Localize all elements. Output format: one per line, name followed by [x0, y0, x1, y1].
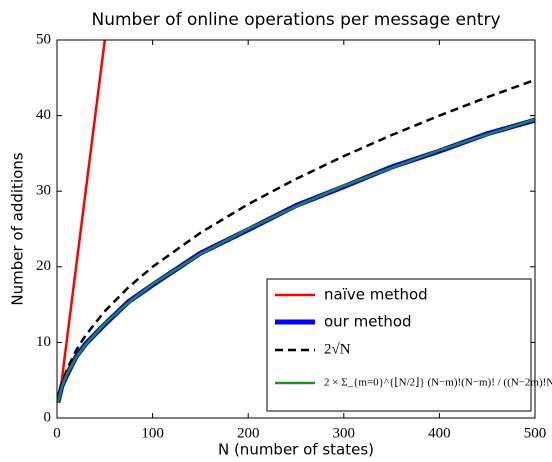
plot-area	[57, 40, 535, 404]
series-line	[57, 118, 535, 404]
legend-label: our method	[324, 313, 412, 331]
legend: naïve method our method 2√N 2 × Σ_{m=0}^{⌊N…	[266, 278, 552, 412]
x-tick-label: 100	[141, 425, 164, 441]
x-axis-label: N (number of states)	[218, 441, 374, 459]
plot-frame	[56, 39, 536, 419]
x-tick-label: 500	[524, 425, 547, 441]
y-tick-label: 10	[36, 334, 51, 350]
y-axis-label: Number of additions	[9, 152, 27, 305]
legend-label: 2√N	[324, 341, 351, 357]
chart-title: Number of online operations per message …	[91, 10, 500, 30]
y-tick-label: 50	[36, 31, 51, 47]
legend-box	[266, 278, 532, 412]
y-tick-label: 0	[44, 409, 52, 425]
legend-label: naïve method	[324, 286, 428, 304]
y-tick-label: 20	[36, 258, 51, 274]
x-tick-label: 200	[237, 425, 260, 441]
x-tick-label: 400	[428, 425, 451, 441]
legend-label: 2 × Σ_{m=0}^{⌊N/2⌋} (N−m)!(N−m)! / ((N−2…	[324, 377, 552, 389]
x-tick-label: 0	[53, 425, 61, 441]
y-tick-label: 40	[36, 107, 51, 123]
y-tick-label: 30	[36, 183, 51, 199]
series-line	[57, 78, 535, 404]
series-line	[57, 40, 107, 404]
x-tick-label: 300	[333, 425, 356, 441]
